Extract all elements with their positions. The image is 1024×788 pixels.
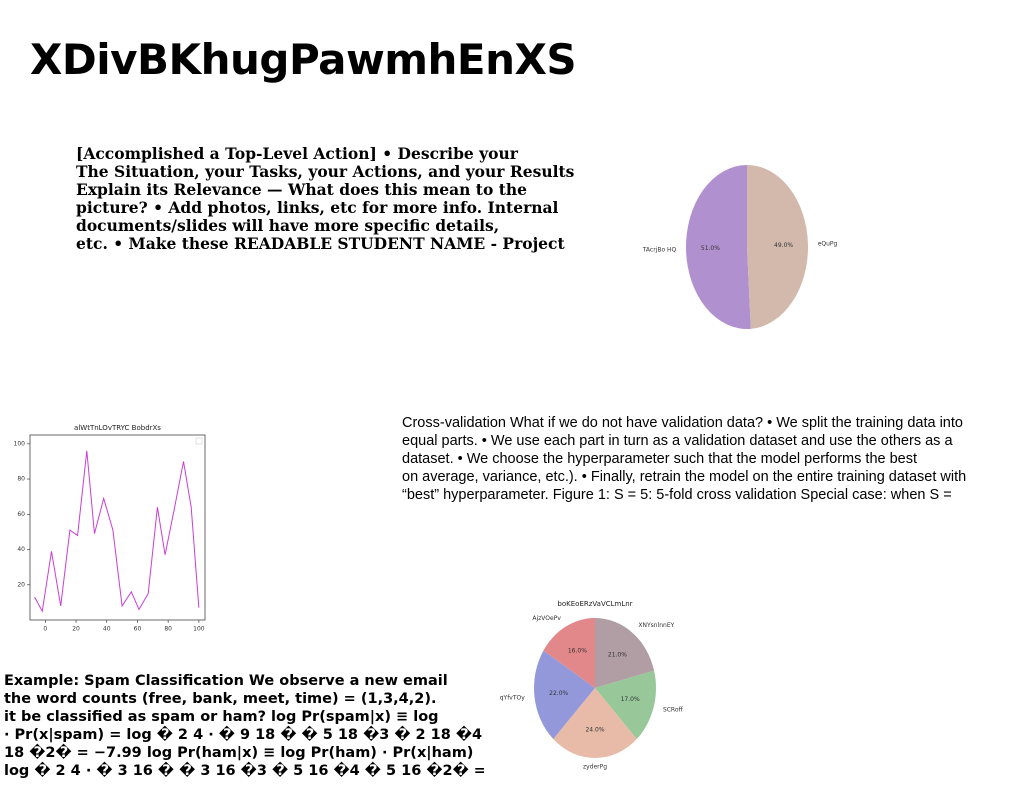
pie-chart-svg: 51.0% TAcrjBo HQ 49.0% eQuPg — [642, 165, 838, 329]
pie-category-label: qYfvTOy — [500, 694, 526, 701]
pie-slice — [543, 618, 595, 688]
y-tick-label: 80 — [17, 476, 25, 483]
line-chart: alWtTnLOvTRYC BobdrXs 0 20 40 60 80 100 20 40 60 8… — [0, 420, 215, 635]
x-tick-label: 80 — [164, 626, 172, 633]
chart-title: alWtTnLOvTRYC BobdrXs — [74, 424, 161, 432]
pie-chart-two-slices: 51.0% TAcrjBo HQ 49.0% eQuPg — [640, 150, 860, 345]
series-line — [34, 450, 200, 613]
pie-value-label: 22.0% — [549, 690, 568, 697]
pie-slice — [553, 688, 637, 758]
plot-frame — [29, 434, 206, 621]
y-tick-label: 60 — [17, 511, 25, 518]
y-tick-label: 40 — [17, 546, 25, 553]
pie-category-label: SCRoff — [663, 707, 684, 714]
pie-category-label: eQuPg — [818, 241, 838, 248]
cross-validation-text: Cross-validation What if we do not have … — [402, 415, 967, 503]
pie-category-label: TAcrjBo HQ — [642, 246, 677, 253]
pie-slice — [595, 618, 655, 688]
page-title: XDivBKhugPawmhEnXS — [30, 35, 577, 84]
y-tick-label: 100 — [14, 440, 26, 447]
pie-value-label: 51.0% — [701, 245, 720, 252]
pie-value-label: 17.0% — [621, 696, 640, 703]
pie-value-label: 49.0% — [774, 242, 793, 249]
pie-slice — [534, 650, 595, 740]
x-tick-label: 20 — [72, 626, 80, 633]
pie-value-label: 16.0% — [568, 648, 587, 655]
pie-value-label: 24.0% — [585, 727, 604, 734]
pie-chart-five-slices: boKEoERzVaVCLmLnr 21.0% XNYsnlnnEY 17.0% SCR… — [495, 595, 685, 775]
y-tick-label: 20 — [17, 581, 25, 588]
pie-chart-svg: boKEoERzVaVCLmLnr 21.0% XNYsnlnnEY 17.0% SCR… — [500, 600, 684, 771]
spam-classification-text: Example: Spam Classification We observe … — [4, 673, 484, 779]
chart-title: boKEoERzVaVCLmLnr — [557, 600, 632, 608]
x-tick-label: 40 — [103, 626, 111, 633]
line-chart-svg: alWtTnLOvTRYC BobdrXs 0 20 40 60 80 100 20 40 60 8… — [14, 424, 206, 633]
star-description-text: [Accomplished a Top-Level Action] • Desc… — [76, 144, 575, 253]
pie-slice — [595, 670, 656, 740]
pie-slice — [685, 165, 751, 329]
x-tick-label: 60 — [134, 626, 142, 633]
pie-slice — [747, 165, 808, 329]
pie-category-label: XNYsnlnnEY — [638, 622, 674, 629]
pie-category-label: AjzVOePv — [532, 615, 561, 622]
pie-value-label: 21.0% — [608, 651, 627, 658]
legend-box — [195, 437, 203, 445]
pie-category-label: zyderPg — [583, 764, 607, 771]
x-tick-label: 100 — [193, 626, 205, 633]
x-tick-label: 0 — [43, 626, 47, 633]
